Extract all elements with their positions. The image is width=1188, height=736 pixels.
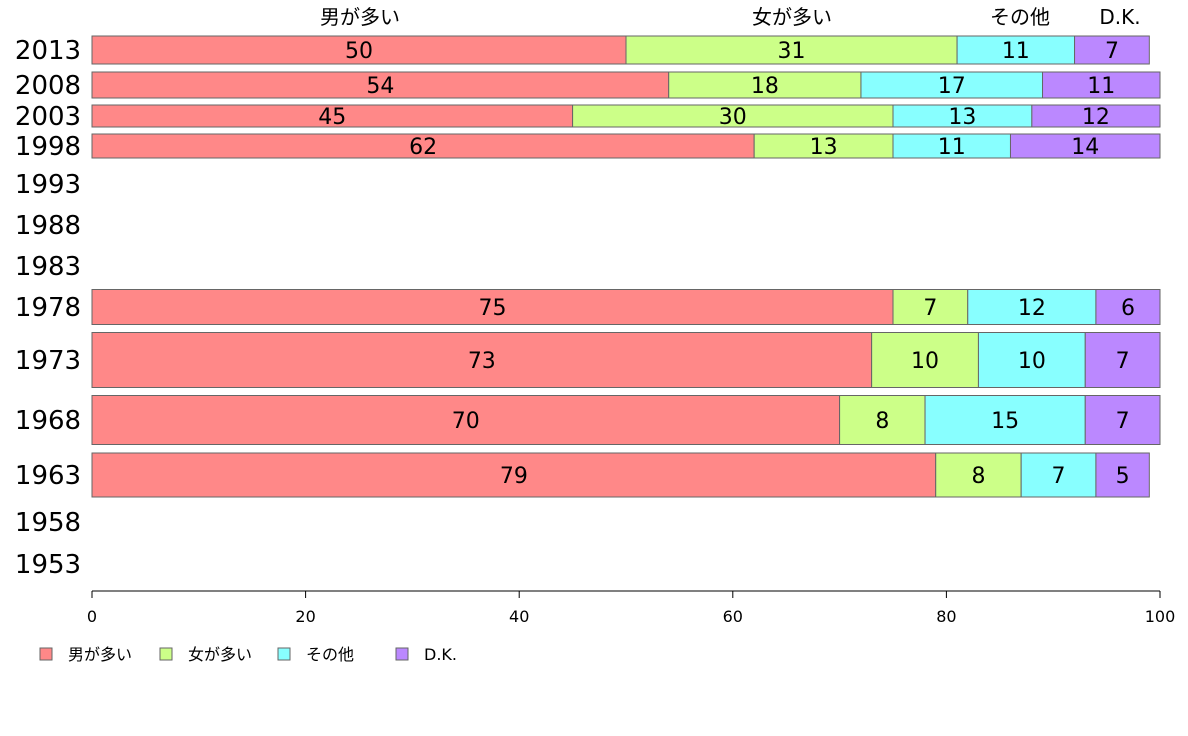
data-label: 11 <box>1087 74 1115 99</box>
bar-segment <box>956 35 1076 65</box>
data-label: 10 <box>1018 349 1046 374</box>
bar-segment <box>924 395 1086 445</box>
bar-segment <box>1042 71 1161 99</box>
bar-segment <box>91 71 670 99</box>
bar-segment <box>1074 35 1150 65</box>
x-tick-label: 20 <box>295 607 315 626</box>
bar-segment <box>1031 104 1161 128</box>
data-label: 13 <box>810 135 838 160</box>
top-category-label: D.K. <box>1099 5 1140 29</box>
data-label: 11 <box>1002 39 1030 64</box>
legend-label: 女が多い <box>188 645 252 664</box>
data-label: 7 <box>1116 409 1130 434</box>
year-label: 1998 <box>15 132 81 162</box>
data-label: 54 <box>366 74 394 99</box>
top-category-label: 男が多い <box>320 5 400 29</box>
bar-segment <box>892 289 969 325</box>
legend-swatch <box>277 647 291 661</box>
bar-segment <box>625 35 958 65</box>
bar-segment <box>892 133 1011 159</box>
data-label: 17 <box>938 74 966 99</box>
data-label: 50 <box>345 39 373 64</box>
bar-segment <box>91 133 755 159</box>
year-label: 2013 <box>15 36 81 66</box>
year-label: 1953 <box>15 550 81 580</box>
top-category-label: 女が多い <box>752 5 832 29</box>
year-label: 1983 <box>15 252 81 282</box>
data-label: 10 <box>911 349 939 374</box>
legend-swatch <box>395 647 409 661</box>
year-label: 1993 <box>15 170 81 200</box>
year-label: 1958 <box>15 508 81 538</box>
data-label: 31 <box>778 39 806 64</box>
bar-segment <box>1095 452 1150 498</box>
data-label: 70 <box>452 409 480 434</box>
data-label: 8 <box>875 409 889 434</box>
year-label: 1988 <box>15 211 81 241</box>
bar-segment <box>1084 395 1161 445</box>
data-label: 13 <box>948 105 976 130</box>
bar-segment <box>91 395 841 445</box>
data-label: 7 <box>1052 464 1066 489</box>
bar-segment <box>1095 289 1161 325</box>
year-label: 1963 <box>15 461 81 491</box>
bar-segment <box>839 395 926 445</box>
data-label: 12 <box>1082 105 1110 130</box>
bar-segment <box>668 71 862 99</box>
bar-segment <box>1020 452 1097 498</box>
x-tick-label: 80 <box>936 607 956 626</box>
x-tick-label: 0 <box>87 607 97 626</box>
legend-swatch <box>159 647 173 661</box>
legend-label: 男が多い <box>68 645 132 664</box>
data-label: 18 <box>751 74 779 99</box>
data-label: 14 <box>1071 135 1099 160</box>
data-label: 12 <box>1018 296 1046 321</box>
data-label: 15 <box>991 409 1019 434</box>
data-label: 8 <box>971 464 985 489</box>
data-label: 73 <box>468 349 496 374</box>
year-label: 1973 <box>15 346 81 376</box>
bar-segment <box>753 133 894 159</box>
data-label: 7 <box>923 296 937 321</box>
x-tick-label: 60 <box>723 607 743 626</box>
bar-segment <box>91 289 894 325</box>
bar-segment <box>860 71 1044 99</box>
bar-segment <box>871 332 979 388</box>
bar-segment <box>967 289 1097 325</box>
data-label: 5 <box>1116 464 1130 489</box>
bar-segment <box>91 332 873 388</box>
bar-segment <box>91 35 627 65</box>
top-category-label: その他 <box>990 5 1050 29</box>
data-label: 62 <box>409 135 437 160</box>
top-category-labels: 男が多い 女が多い その他 D.K. <box>320 5 1141 29</box>
data-label: 6 <box>1121 296 1135 321</box>
data-label: 30 <box>719 105 747 130</box>
year-label: 2003 <box>15 102 81 132</box>
data-label: 79 <box>500 464 528 489</box>
year-label: 1978 <box>15 293 81 323</box>
data-label: 45 <box>318 105 346 130</box>
data-label: 11 <box>938 135 966 160</box>
x-tick-label: 40 <box>509 607 529 626</box>
legend-swatch <box>39 647 53 661</box>
x-tick-label: 100 <box>1145 607 1176 626</box>
bar-segment <box>1084 332 1161 388</box>
data-label: 75 <box>479 296 507 321</box>
bar-segment <box>1009 133 1161 159</box>
legend-label: その他 <box>306 645 354 664</box>
year-label: 1968 <box>15 406 81 436</box>
legend: 男が多い 女が多い その他 D.K. <box>39 645 457 664</box>
x-axis: 0 20 40 60 80 100 <box>87 590 1176 626</box>
data-label: 7 <box>1116 349 1130 374</box>
bar-segment <box>935 452 1022 498</box>
year-label: 2008 <box>15 71 81 101</box>
data-label: 7 <box>1105 39 1119 64</box>
legend-label: D.K. <box>424 645 457 664</box>
